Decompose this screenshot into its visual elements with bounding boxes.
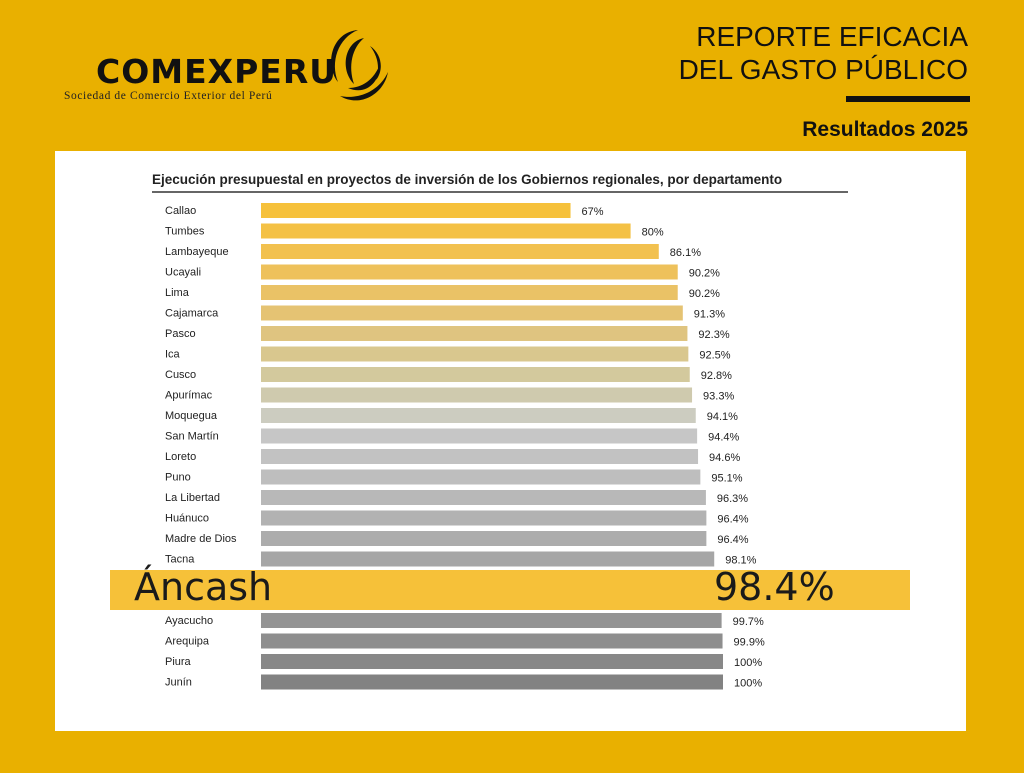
- category-label-arequipa: Arequipa: [165, 636, 210, 648]
- bar-ayacucho: [261, 613, 722, 628]
- bar-moquegua: [261, 408, 696, 423]
- title-underline: [846, 96, 970, 102]
- bar-madre-de-dios: [261, 531, 707, 546]
- bar-cajamarca: [261, 305, 683, 321]
- category-label-cajamarca: Cajamarca: [165, 308, 219, 320]
- bar-ucayali: [261, 264, 678, 280]
- value-label-tumbes: 80%: [642, 227, 664, 239]
- bar-huanuco: [261, 510, 707, 526]
- value-label-moquegua: 94.1%: [707, 411, 738, 423]
- highlight-region-value: 98.4%: [714, 565, 835, 609]
- category-label-madre-de-dios: Madre de Dios: [165, 533, 237, 545]
- category-label-lima: Lima: [165, 287, 190, 299]
- category-label-tumbes: Tumbes: [165, 226, 205, 238]
- results-year-label: Resultados 2025: [802, 118, 968, 141]
- bar-piura: [261, 654, 723, 669]
- highlight-row-band: [110, 570, 910, 610]
- value-label-callao: 67%: [582, 206, 604, 218]
- category-label-callao: Callao: [165, 205, 196, 217]
- bar-puno: [261, 469, 701, 485]
- category-label-puno: Puno: [165, 472, 191, 484]
- value-label-cusco: 92.8%: [701, 370, 732, 382]
- value-label-ucayali: 90.2%: [689, 268, 720, 280]
- value-label-pasco: 92.3%: [698, 329, 729, 341]
- bar-callao: [261, 203, 571, 218]
- category-label-lambayeque: Lambayeque: [165, 246, 229, 258]
- bar-tacna: [261, 551, 715, 567]
- value-label-lambayeque: 86.1%: [670, 247, 701, 259]
- highlight-region-label: Áncash: [134, 565, 273, 609]
- chart-panel: Ejecución presupuestal en proyectos de i…: [55, 151, 966, 731]
- value-label-ica: 92.5%: [699, 350, 730, 362]
- value-label-piura: 100%: [734, 657, 762, 669]
- category-label-apurimac: Apurímac: [165, 390, 213, 402]
- value-label-apurimac: 93.3%: [703, 391, 734, 403]
- brand-logo-subtitle: Sociedad de Comercio Exterior del Perú: [64, 90, 273, 102]
- brand-logo-wordmark: COMEXPERU: [96, 52, 338, 91]
- bar-pasco: [261, 326, 688, 341]
- value-label-huanuco: 96.4%: [717, 514, 748, 526]
- value-label-puno: 95.1%: [711, 473, 742, 485]
- bar-loreto: [261, 449, 699, 464]
- category-label-cusco: Cusco: [165, 369, 196, 381]
- category-label-pasco: Pasco: [165, 328, 196, 340]
- bar-cusco: [261, 367, 690, 382]
- category-label-tacna: Tacna: [165, 554, 195, 566]
- value-label-loreto: 94.6%: [709, 452, 740, 464]
- value-label-madre-de-dios: 96.4%: [717, 534, 748, 546]
- category-label-huanuco: Huánuco: [165, 513, 209, 525]
- category-label-ucayali: Ucayali: [165, 267, 201, 279]
- category-label-ica: Ica: [165, 349, 181, 361]
- category-label-ayacucho: Ayacucho: [165, 615, 213, 627]
- bar-apurimac: [261, 387, 693, 403]
- category-label-san-martin: San Martín: [165, 431, 219, 443]
- value-label-arequipa: 99.9%: [734, 637, 765, 649]
- bar-tumbes: [261, 223, 631, 239]
- category-label-la-libertad: La Libertad: [165, 492, 220, 504]
- value-label-san-martin: 94.4%: [708, 432, 739, 444]
- bar-lima: [261, 285, 678, 300]
- category-label-moquegua: Moquegua: [165, 410, 218, 422]
- report-title: REPORTE EFICACIA DEL GASTO PÚBLICO: [679, 20, 968, 86]
- category-label-loreto: Loreto: [165, 451, 196, 463]
- value-label-lima: 90.2%: [689, 288, 720, 300]
- value-label-cajamarca: 91.3%: [694, 309, 725, 321]
- chart-title: Ejecución presupuestal en proyectos de i…: [152, 172, 782, 187]
- bar-san-martin: [261, 428, 698, 444]
- value-label-tacna: 98.1%: [725, 555, 756, 567]
- value-label-la-libertad: 96.3%: [717, 493, 748, 505]
- bar-chart: Ejecución presupuestal en proyectos de i…: [152, 172, 848, 690]
- bar-lambayeque: [261, 244, 659, 259]
- category-label-piura: Piura: [165, 656, 192, 668]
- report-title-line2: DEL GASTO PÚBLICO: [678, 54, 968, 85]
- category-label-junin: Junín: [165, 677, 192, 689]
- value-label-junin: 100%: [734, 678, 762, 690]
- bar-la-libertad: [261, 490, 706, 505]
- bar-arequipa: [261, 633, 723, 649]
- report-title-line1: REPORTE EFICACIA: [696, 21, 968, 52]
- comexperu-swirl-logo-icon: [331, 30, 388, 101]
- bar-junin: [261, 674, 723, 690]
- value-label-ayacucho: 99.7%: [733, 616, 764, 628]
- bar-ica: [261, 346, 689, 362]
